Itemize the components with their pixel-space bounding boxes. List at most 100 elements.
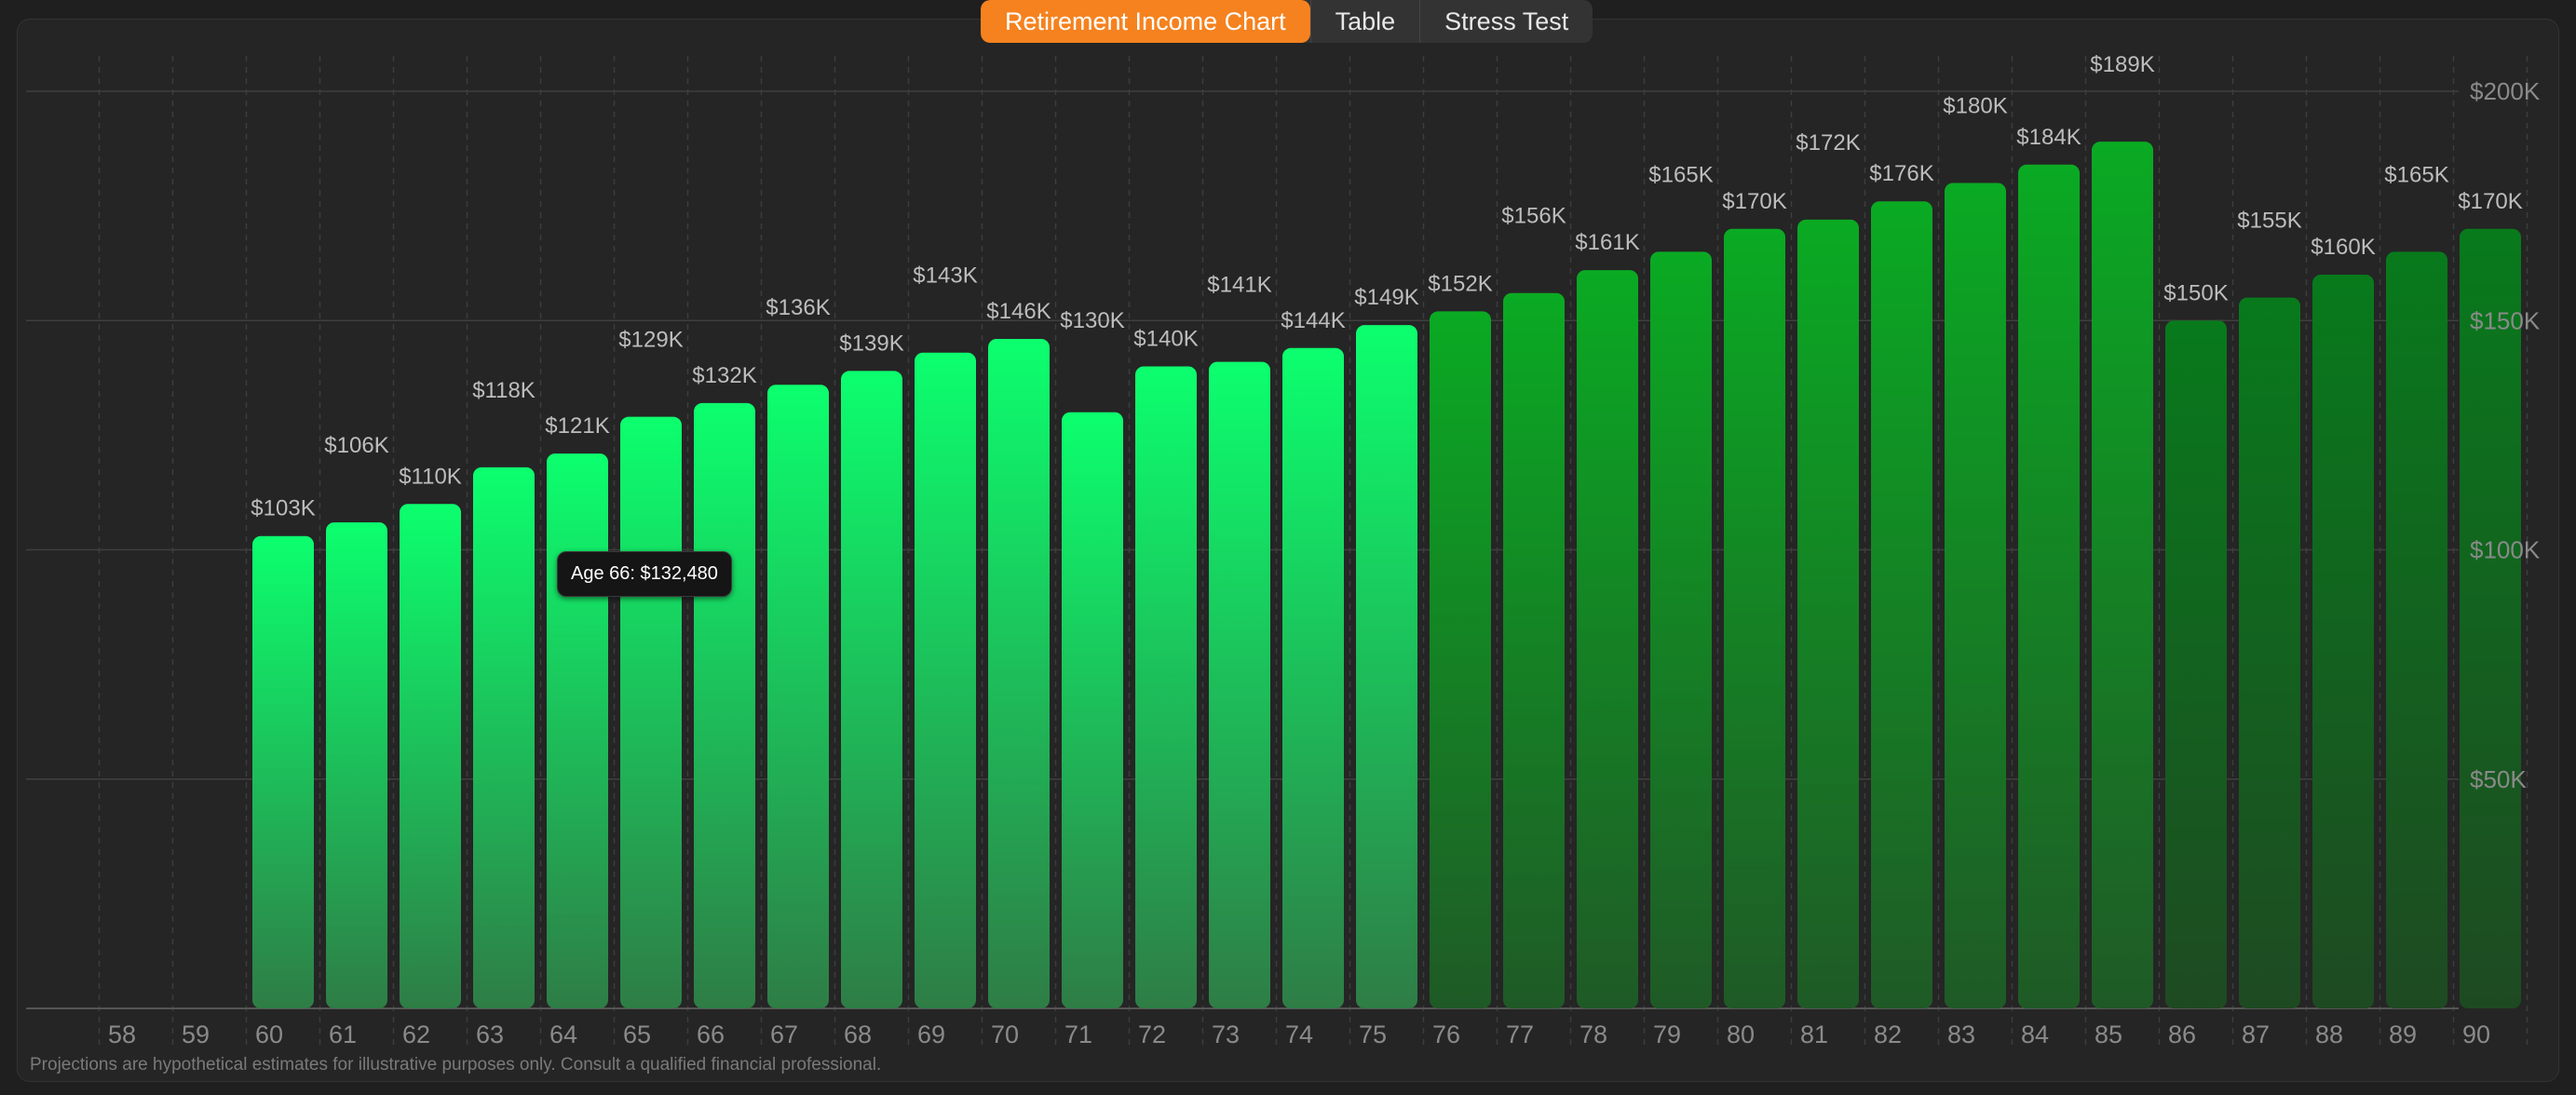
bar-age-88[interactable] [2312, 275, 2374, 1008]
bar-age-61[interactable] [326, 521, 387, 1008]
x-tick-label: 79 [1653, 1021, 1681, 1048]
x-tick-label: 85 [2095, 1021, 2122, 1048]
bar-value-label: $130K [1060, 308, 1124, 333]
bar-age-89[interactable] [2386, 251, 2447, 1008]
bar-value-label: $161K [1575, 230, 1639, 255]
bar-age-68[interactable] [841, 371, 902, 1008]
bar-age-67[interactable] [767, 385, 829, 1008]
x-tick-label: 58 [108, 1021, 136, 1048]
bars [252, 142, 2521, 1009]
bar-age-65[interactable] [620, 416, 682, 1008]
x-tick-labels: 58 59 60 61 62 63 64 65 66 67 68 69 70 71 72 73 74 75 76 77… [108, 1021, 2490, 1048]
x-tick-label: 89 [2389, 1021, 2417, 1048]
bar-age-87[interactable] [2239, 297, 2300, 1008]
x-tick-label: 77 [1506, 1021, 1534, 1048]
disclaimer-text: Projections are hypothetical estimates f… [30, 1055, 882, 1075]
bar-value-label: $129K [618, 328, 683, 353]
value-labels: $103K $106K $110K $118K $121K $129K $132K $136K… [251, 52, 2522, 521]
bar-age-63[interactable] [473, 466, 535, 1009]
bar-value-label: $143K [913, 264, 977, 289]
tab-retirement-income-chart[interactable]: Retirement Income Chart [981, 0, 1310, 43]
x-tick-label: 76 [1432, 1021, 1460, 1048]
bar-value-label: $165K [2384, 162, 2448, 187]
x-tick-label: 59 [182, 1021, 210, 1048]
tab-stress-test[interactable]: Stress Test [1419, 0, 1593, 43]
bar-value-label: $156K [1501, 204, 1566, 229]
x-tick-label: 88 [2315, 1021, 2343, 1048]
bar-value-label: $170K [2458, 189, 2522, 214]
bar-value-label: $118K [472, 378, 536, 403]
y-tick-labels: $50K $100K $150K $200K [2470, 77, 2541, 793]
bar-age-64[interactable] [547, 453, 608, 1008]
bar-value-label: $140K [1133, 327, 1198, 352]
bar-age-74[interactable] [1282, 347, 1344, 1008]
bar-value-label: $106K [324, 433, 388, 458]
bar-age-66[interactable] [694, 402, 755, 1008]
x-tick-label: 61 [329, 1021, 357, 1048]
view-switcher: Retirement Income Chart Table Stress Tes… [981, 0, 1593, 43]
x-tick-label: 71 [1064, 1021, 1092, 1048]
bar-age-79[interactable] [1650, 251, 1712, 1008]
y-tick-label: $50K [2470, 765, 2527, 793]
x-tick-label: 81 [1800, 1021, 1828, 1048]
bar-age-78[interactable] [1577, 270, 1638, 1008]
bar-age-70[interactable] [988, 338, 1050, 1008]
y-tick-label: $150K [2470, 306, 2541, 334]
bar-value-label: $136K [766, 295, 830, 320]
bar-value-label: $110K [399, 464, 462, 489]
bar-value-label: $146K [986, 299, 1051, 324]
bar-age-80[interactable] [1724, 228, 1785, 1008]
x-tick-label: 65 [623, 1021, 651, 1048]
x-tick-label: 68 [844, 1021, 872, 1048]
bar-value-label: $149K [1354, 285, 1418, 310]
bar-value-label: $141K [1207, 273, 1271, 298]
bar-value-label: $152K [1428, 271, 1492, 296]
bar-age-60[interactable] [252, 535, 314, 1008]
bar-age-69[interactable] [915, 352, 976, 1009]
bar-age-82[interactable] [1871, 201, 1932, 1008]
bar-age-62[interactable] [400, 504, 461, 1008]
x-tick-label: 64 [549, 1021, 577, 1048]
x-tick-label: 70 [991, 1021, 1019, 1048]
bar-value-label: $160K [2311, 235, 2375, 260]
bar-value-label: $132K [692, 363, 756, 388]
bar-age-86[interactable] [2165, 320, 2227, 1008]
bar-value-label: $155K [2237, 209, 2301, 234]
bar-age-85[interactable] [2092, 142, 2153, 1009]
bar-age-90[interactable] [2460, 228, 2521, 1008]
bar-value-label: $180K [1943, 94, 2007, 119]
bar-age-76[interactable] [1430, 311, 1491, 1008]
x-tick-label: 87 [2242, 1021, 2270, 1048]
bar-value-label: $144K [1281, 308, 1345, 333]
bar-age-81[interactable] [1797, 219, 1859, 1008]
bar-value-label: $150K [2163, 280, 2228, 305]
bar-value-label: $189K [2090, 52, 2154, 77]
bar-age-77[interactable] [1503, 292, 1565, 1008]
bar-age-72[interactable] [1135, 366, 1197, 1009]
tab-table[interactable]: Table [1309, 0, 1420, 43]
x-tick-label: 60 [255, 1021, 283, 1048]
x-tick-label: 83 [1947, 1021, 1975, 1048]
x-tick-label: 72 [1138, 1021, 1166, 1048]
bar-value-label: $170K [1722, 189, 1786, 214]
x-tick-label: 82 [1874, 1021, 1902, 1048]
bar-value-label: $103K [251, 496, 315, 521]
bar-age-84[interactable] [2018, 164, 2080, 1009]
bar-age-73[interactable] [1209, 361, 1270, 1008]
bar-value-label: $139K [839, 331, 903, 356]
x-tick-label: 69 [917, 1021, 945, 1048]
x-tick-label: 66 [697, 1021, 725, 1048]
y-tick-label: $200K [2470, 77, 2541, 105]
x-tick-label: 80 [1727, 1021, 1755, 1048]
bar-age-75[interactable] [1356, 325, 1417, 1008]
bar-value-label: $165K [1648, 162, 1713, 187]
bar-age-71[interactable] [1062, 412, 1123, 1008]
x-tick-label: 73 [1212, 1021, 1240, 1048]
bar-value-label: $121K [545, 413, 609, 439]
y-tick-label: $100K [2470, 536, 2541, 564]
x-tick-label: 78 [1579, 1021, 1607, 1048]
bar-age-83[interactable] [1945, 182, 2006, 1009]
x-tick-label: 63 [476, 1021, 504, 1048]
x-tick-label: 90 [2462, 1021, 2490, 1048]
